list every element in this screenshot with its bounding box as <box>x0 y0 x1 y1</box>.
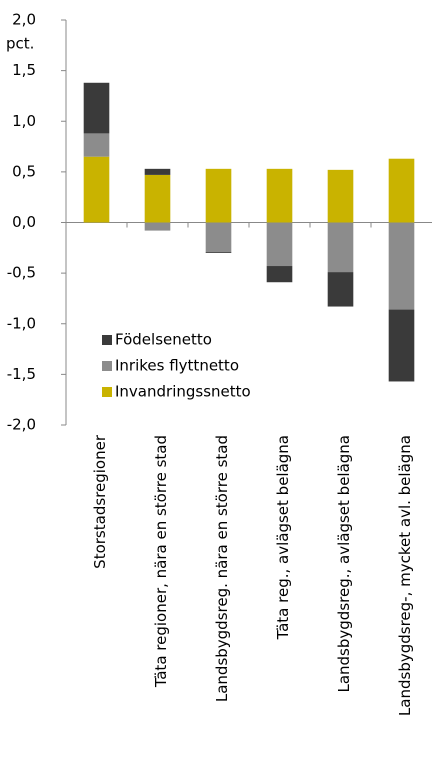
x-tick-label: Landsbygdsreg. nära en större stad <box>213 435 231 702</box>
y-unit-label: pct. <box>6 35 34 53</box>
y-tick-label: 1,0 <box>12 112 36 130</box>
bar-segment <box>144 222 171 231</box>
x-tick-label: Landsbygdsreg., avlägset belägna <box>335 435 353 693</box>
legend-swatch <box>102 335 112 345</box>
x-tick-label: Landsbygdsreg-, mycket avl. belägna <box>396 435 414 716</box>
y-tick-label: 1,5 <box>12 61 36 79</box>
bar-segment <box>327 222 354 273</box>
y-tick-label: 0,5 <box>12 162 36 180</box>
bar-segment <box>266 168 293 223</box>
bar-segment <box>388 222 415 310</box>
bar-segment <box>266 266 293 283</box>
bar-segment <box>388 158 415 223</box>
bar-segment <box>144 168 171 175</box>
legend: Födelsenetto Inrikes flyttnetto Invandring… <box>95 325 265 413</box>
bar-segment <box>327 169 354 223</box>
y-tick-label: 0,0 <box>12 213 36 231</box>
legend-label: Invandringssnetto <box>115 383 251 401</box>
bar-segment <box>83 156 110 223</box>
bar-segment <box>83 82 110 134</box>
bar-segment <box>327 272 354 307</box>
bar-segment <box>388 309 415 382</box>
bar-segment <box>205 168 232 223</box>
x-tick-label: Täta reg., avlägset belägna <box>274 435 292 640</box>
y-tick-label: -2,0 <box>7 416 36 434</box>
legend-swatch <box>102 387 112 397</box>
bar-segment <box>266 222 293 267</box>
legend-swatch <box>102 361 112 371</box>
y-tick-label: -1,0 <box>7 314 36 332</box>
y-tick-label: -1,5 <box>7 365 36 383</box>
legend-box <box>95 325 265 413</box>
legend-label: Födelsenetto <box>115 331 212 349</box>
y-tick-label: -0,5 <box>7 264 36 282</box>
x-tick-label: Storstadsregioner <box>91 434 109 569</box>
bar-segment <box>205 251 232 253</box>
bar-segment <box>83 133 110 157</box>
bar-segment <box>144 174 171 223</box>
legend-label: Inrikes flyttnetto <box>115 357 239 375</box>
y-tick-label: 2,0 <box>12 11 36 29</box>
bar-segment <box>205 222 232 252</box>
x-tick-label: Täta regioner, nära en större stad <box>152 435 170 688</box>
